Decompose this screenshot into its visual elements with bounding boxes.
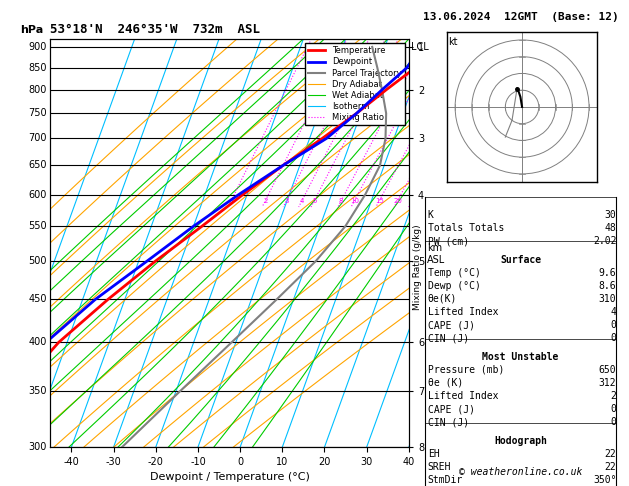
Text: kt: kt	[448, 36, 458, 47]
Text: 850: 850	[28, 63, 47, 73]
Text: © weatheronline.co.uk: © weatheronline.co.uk	[459, 467, 582, 477]
Text: Lifted Index: Lifted Index	[428, 307, 498, 317]
Text: 2.02: 2.02	[593, 236, 616, 246]
Text: 53°18'N  246°35'W  732m  ASL: 53°18'N 246°35'W 732m ASL	[50, 23, 260, 36]
Text: 600: 600	[28, 190, 47, 200]
Text: 350°: 350°	[593, 475, 616, 485]
Text: 2: 2	[263, 198, 267, 204]
Text: θe (K): θe (K)	[428, 378, 463, 388]
Text: 3: 3	[284, 198, 289, 204]
Text: 800: 800	[28, 85, 47, 95]
Text: Hodograph: Hodograph	[494, 435, 547, 446]
Text: Mixing Ratio (g/kg): Mixing Ratio (g/kg)	[413, 225, 422, 310]
Text: 13.06.2024  12GMT  (Base: 12): 13.06.2024 12GMT (Base: 12)	[423, 12, 618, 22]
Text: 700: 700	[28, 134, 47, 143]
Text: 22: 22	[604, 449, 616, 459]
Text: 0: 0	[611, 404, 616, 414]
Text: 4: 4	[611, 307, 616, 317]
Text: CAPE (J): CAPE (J)	[428, 320, 475, 330]
Text: 1: 1	[229, 198, 233, 204]
Text: 550: 550	[28, 221, 47, 231]
Text: 350: 350	[28, 386, 47, 396]
Text: CAPE (J): CAPE (J)	[428, 404, 475, 414]
Text: 900: 900	[28, 42, 47, 52]
Text: 15: 15	[375, 198, 384, 204]
Text: 310: 310	[599, 294, 616, 304]
Text: 300: 300	[28, 442, 47, 452]
Text: EH: EH	[428, 449, 440, 459]
Text: 5: 5	[312, 198, 316, 204]
Text: K: K	[428, 210, 433, 220]
Legend: Temperature, Dewpoint, Parcel Trajectory, Dry Adiabat, Wet Adiabat, Isotherm, Mi: Temperature, Dewpoint, Parcel Trajectory…	[305, 43, 404, 125]
Text: 0: 0	[611, 333, 616, 343]
Text: Temp (°C): Temp (°C)	[428, 268, 481, 278]
Text: LCL: LCL	[411, 42, 429, 52]
Text: 20: 20	[393, 198, 402, 204]
Text: 500: 500	[28, 256, 47, 266]
Text: 48: 48	[604, 223, 616, 233]
Text: Most Unstable: Most Unstable	[482, 352, 559, 362]
X-axis label: Dewpoint / Temperature (°C): Dewpoint / Temperature (°C)	[150, 472, 309, 483]
Text: hPa: hPa	[20, 25, 43, 35]
Text: 400: 400	[28, 337, 47, 347]
Text: 8: 8	[339, 198, 343, 204]
Text: 4: 4	[299, 198, 304, 204]
Text: 22: 22	[604, 462, 616, 472]
Text: Lifted Index: Lifted Index	[428, 391, 498, 401]
Text: 312: 312	[599, 378, 616, 388]
Text: CIN (J): CIN (J)	[428, 417, 469, 427]
Text: 450: 450	[28, 295, 47, 304]
Text: Totals Totals: Totals Totals	[428, 223, 504, 233]
Text: 0: 0	[611, 320, 616, 330]
Text: Dewp (°C): Dewp (°C)	[428, 281, 481, 291]
Text: 0: 0	[611, 417, 616, 427]
Text: 2: 2	[611, 391, 616, 401]
Text: 30: 30	[604, 210, 616, 220]
Text: 10: 10	[350, 198, 359, 204]
Text: CIN (J): CIN (J)	[428, 333, 469, 343]
Text: Pressure (mb): Pressure (mb)	[428, 365, 504, 375]
Text: StmDir: StmDir	[428, 475, 463, 485]
Text: 650: 650	[28, 160, 47, 171]
Text: PW (cm): PW (cm)	[428, 236, 469, 246]
Text: 650: 650	[599, 365, 616, 375]
Text: Surface: Surface	[500, 255, 541, 264]
Text: θe(K): θe(K)	[428, 294, 457, 304]
Text: 750: 750	[28, 108, 47, 118]
Text: SREH: SREH	[428, 462, 451, 472]
Text: 9.6: 9.6	[599, 268, 616, 278]
Text: 8.6: 8.6	[599, 281, 616, 291]
Y-axis label: km
ASL: km ASL	[427, 243, 445, 264]
